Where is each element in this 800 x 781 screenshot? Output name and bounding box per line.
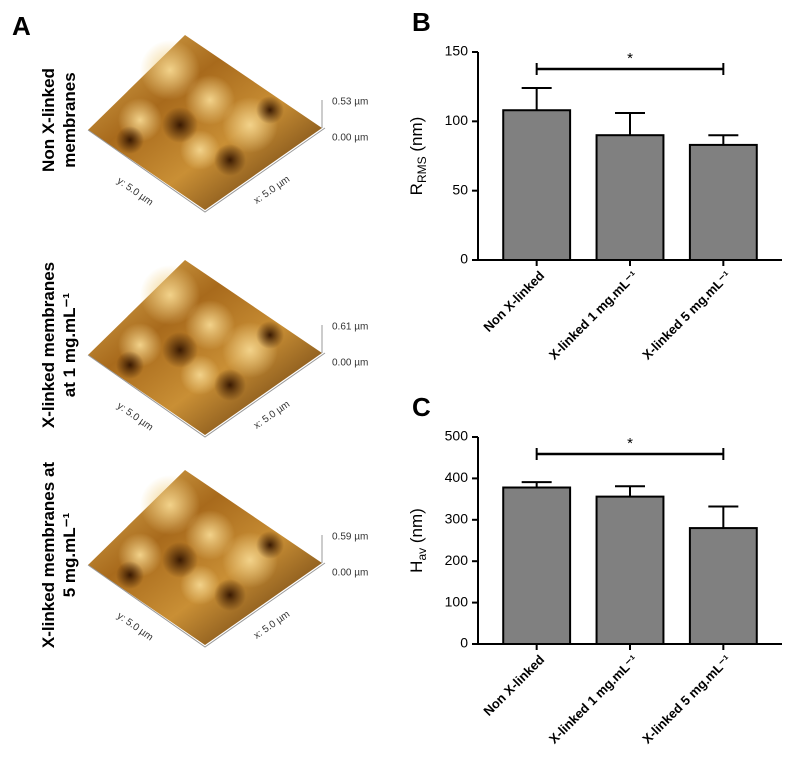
afm-bump bbox=[185, 300, 235, 350]
afm-pit bbox=[256, 96, 284, 124]
afm-pit bbox=[116, 351, 144, 379]
y-title-main: R bbox=[407, 183, 426, 195]
z-min-label: 0.00 µm bbox=[332, 358, 368, 369]
y-axis-label: y: 5.0 µm bbox=[115, 611, 155, 644]
x-tick-label: X-linked 5 mg.mL⁻¹ bbox=[639, 268, 734, 363]
afm-bump bbox=[185, 510, 235, 560]
axis-frame bbox=[87, 127, 326, 213]
y-axis-title: RRMS (nm) bbox=[407, 117, 429, 196]
image-label-line: X-linked membranes at bbox=[39, 462, 58, 648]
afm-pit bbox=[256, 531, 284, 559]
y-axis-title: Hav (nm) bbox=[407, 508, 429, 573]
significance-label: * bbox=[627, 435, 633, 452]
y-tick-label: 0 bbox=[460, 635, 468, 651]
y-title-unit: (nm) bbox=[407, 117, 426, 157]
z-max-label: 0.61 µm bbox=[332, 322, 368, 333]
x-tick-label: Non X-linked bbox=[480, 652, 547, 719]
x-axis-label: x: 5.0 µm bbox=[252, 399, 292, 432]
afm-pit bbox=[214, 369, 246, 401]
bar bbox=[688, 143, 758, 261]
bar bbox=[502, 109, 572, 261]
x-axis-label: x: 5.0 µm bbox=[252, 174, 292, 207]
afm-bump bbox=[185, 75, 235, 125]
afm-bump bbox=[180, 355, 220, 395]
bar bbox=[595, 134, 665, 261]
afm-pit bbox=[162, 107, 198, 143]
bar bbox=[688, 527, 758, 646]
y-tick-label: 50 bbox=[452, 181, 468, 197]
x-tick-label: X-linked 1 mg.mL⁻¹ bbox=[546, 268, 641, 363]
x-tick-label: Non X-linked bbox=[480, 268, 547, 335]
axis-frame bbox=[87, 352, 326, 438]
y-tick-label: 100 bbox=[445, 112, 469, 128]
image-label-line: 5 mg.mL⁻¹ bbox=[60, 512, 79, 597]
panel-letter: A bbox=[12, 11, 31, 41]
z-min-label: 0.00 µm bbox=[332, 133, 368, 144]
y-tick-label: 100 bbox=[445, 593, 469, 609]
afm-bump bbox=[140, 265, 200, 325]
afm-image: 0.61 µm 0.00 µm y: 5.0 µm x: 5.0 µm bbox=[87, 260, 368, 438]
afm-image: 0.59 µm 0.00 µm y: 5.0 µm x: 5.0 µm bbox=[87, 470, 368, 648]
afm-pit bbox=[116, 126, 144, 154]
afm-pit bbox=[116, 561, 144, 589]
afm-image: 0.53 µm 0.00 µm y: 5.0 µm x: 5.0 µm bbox=[87, 35, 368, 213]
significance-label: * bbox=[627, 50, 633, 67]
afm-pit bbox=[214, 579, 246, 611]
x-tick-label: X-linked 1 mg.mL⁻¹ bbox=[546, 652, 641, 747]
y-title-main: H bbox=[407, 561, 426, 573]
bar bbox=[595, 495, 665, 645]
y-tick-label: 200 bbox=[445, 552, 469, 568]
afm-pit bbox=[162, 542, 198, 578]
y-tick-label: 500 bbox=[445, 428, 469, 444]
y-tick-label: 400 bbox=[445, 469, 469, 485]
afm-pit bbox=[256, 321, 284, 349]
axis-frame bbox=[87, 562, 326, 648]
y-axis-label: y: 5.0 µm bbox=[115, 401, 155, 434]
y-title-unit: (nm) bbox=[407, 508, 426, 548]
panel-letter: B bbox=[412, 7, 431, 37]
image-label-line: membranes bbox=[60, 72, 79, 167]
panel-letter: C bbox=[412, 392, 431, 422]
y-tick-label: 300 bbox=[445, 511, 469, 527]
image-label-line: X-linked membranes bbox=[39, 262, 58, 428]
afm-bump bbox=[140, 40, 200, 100]
z-min-label: 0.00 µm bbox=[332, 568, 368, 579]
y-axis-label: y: 5.0 µm bbox=[115, 176, 155, 209]
image-label-line: at 1 mg.mL⁻¹ bbox=[60, 292, 79, 397]
z-max-label: 0.53 µm bbox=[332, 97, 368, 108]
z-max-label: 0.59 µm bbox=[332, 532, 368, 543]
image-label-line: Non X-linked bbox=[39, 68, 58, 172]
bar bbox=[502, 486, 572, 645]
y-title-sub: RMS bbox=[415, 156, 429, 183]
afm-bump bbox=[140, 475, 200, 535]
y-tick-label: 150 bbox=[445, 43, 469, 59]
y-title-sub: av bbox=[415, 548, 429, 561]
y-tick-label: 0 bbox=[460, 251, 468, 267]
x-axis-label: x: 5.0 µm bbox=[252, 609, 292, 642]
image-label: X-linked membranes at 1 mg.mL⁻¹ bbox=[39, 262, 79, 428]
afm-pit bbox=[162, 332, 198, 368]
afm-bump bbox=[180, 130, 220, 170]
image-label: X-linked membranes at 5 mg.mL⁻¹ bbox=[39, 462, 79, 648]
image-label: Non X-linked membranes bbox=[39, 68, 79, 172]
x-tick-label: X-linked 5 mg.mL⁻¹ bbox=[639, 652, 734, 747]
afm-pit bbox=[214, 144, 246, 176]
afm-bump bbox=[180, 565, 220, 605]
